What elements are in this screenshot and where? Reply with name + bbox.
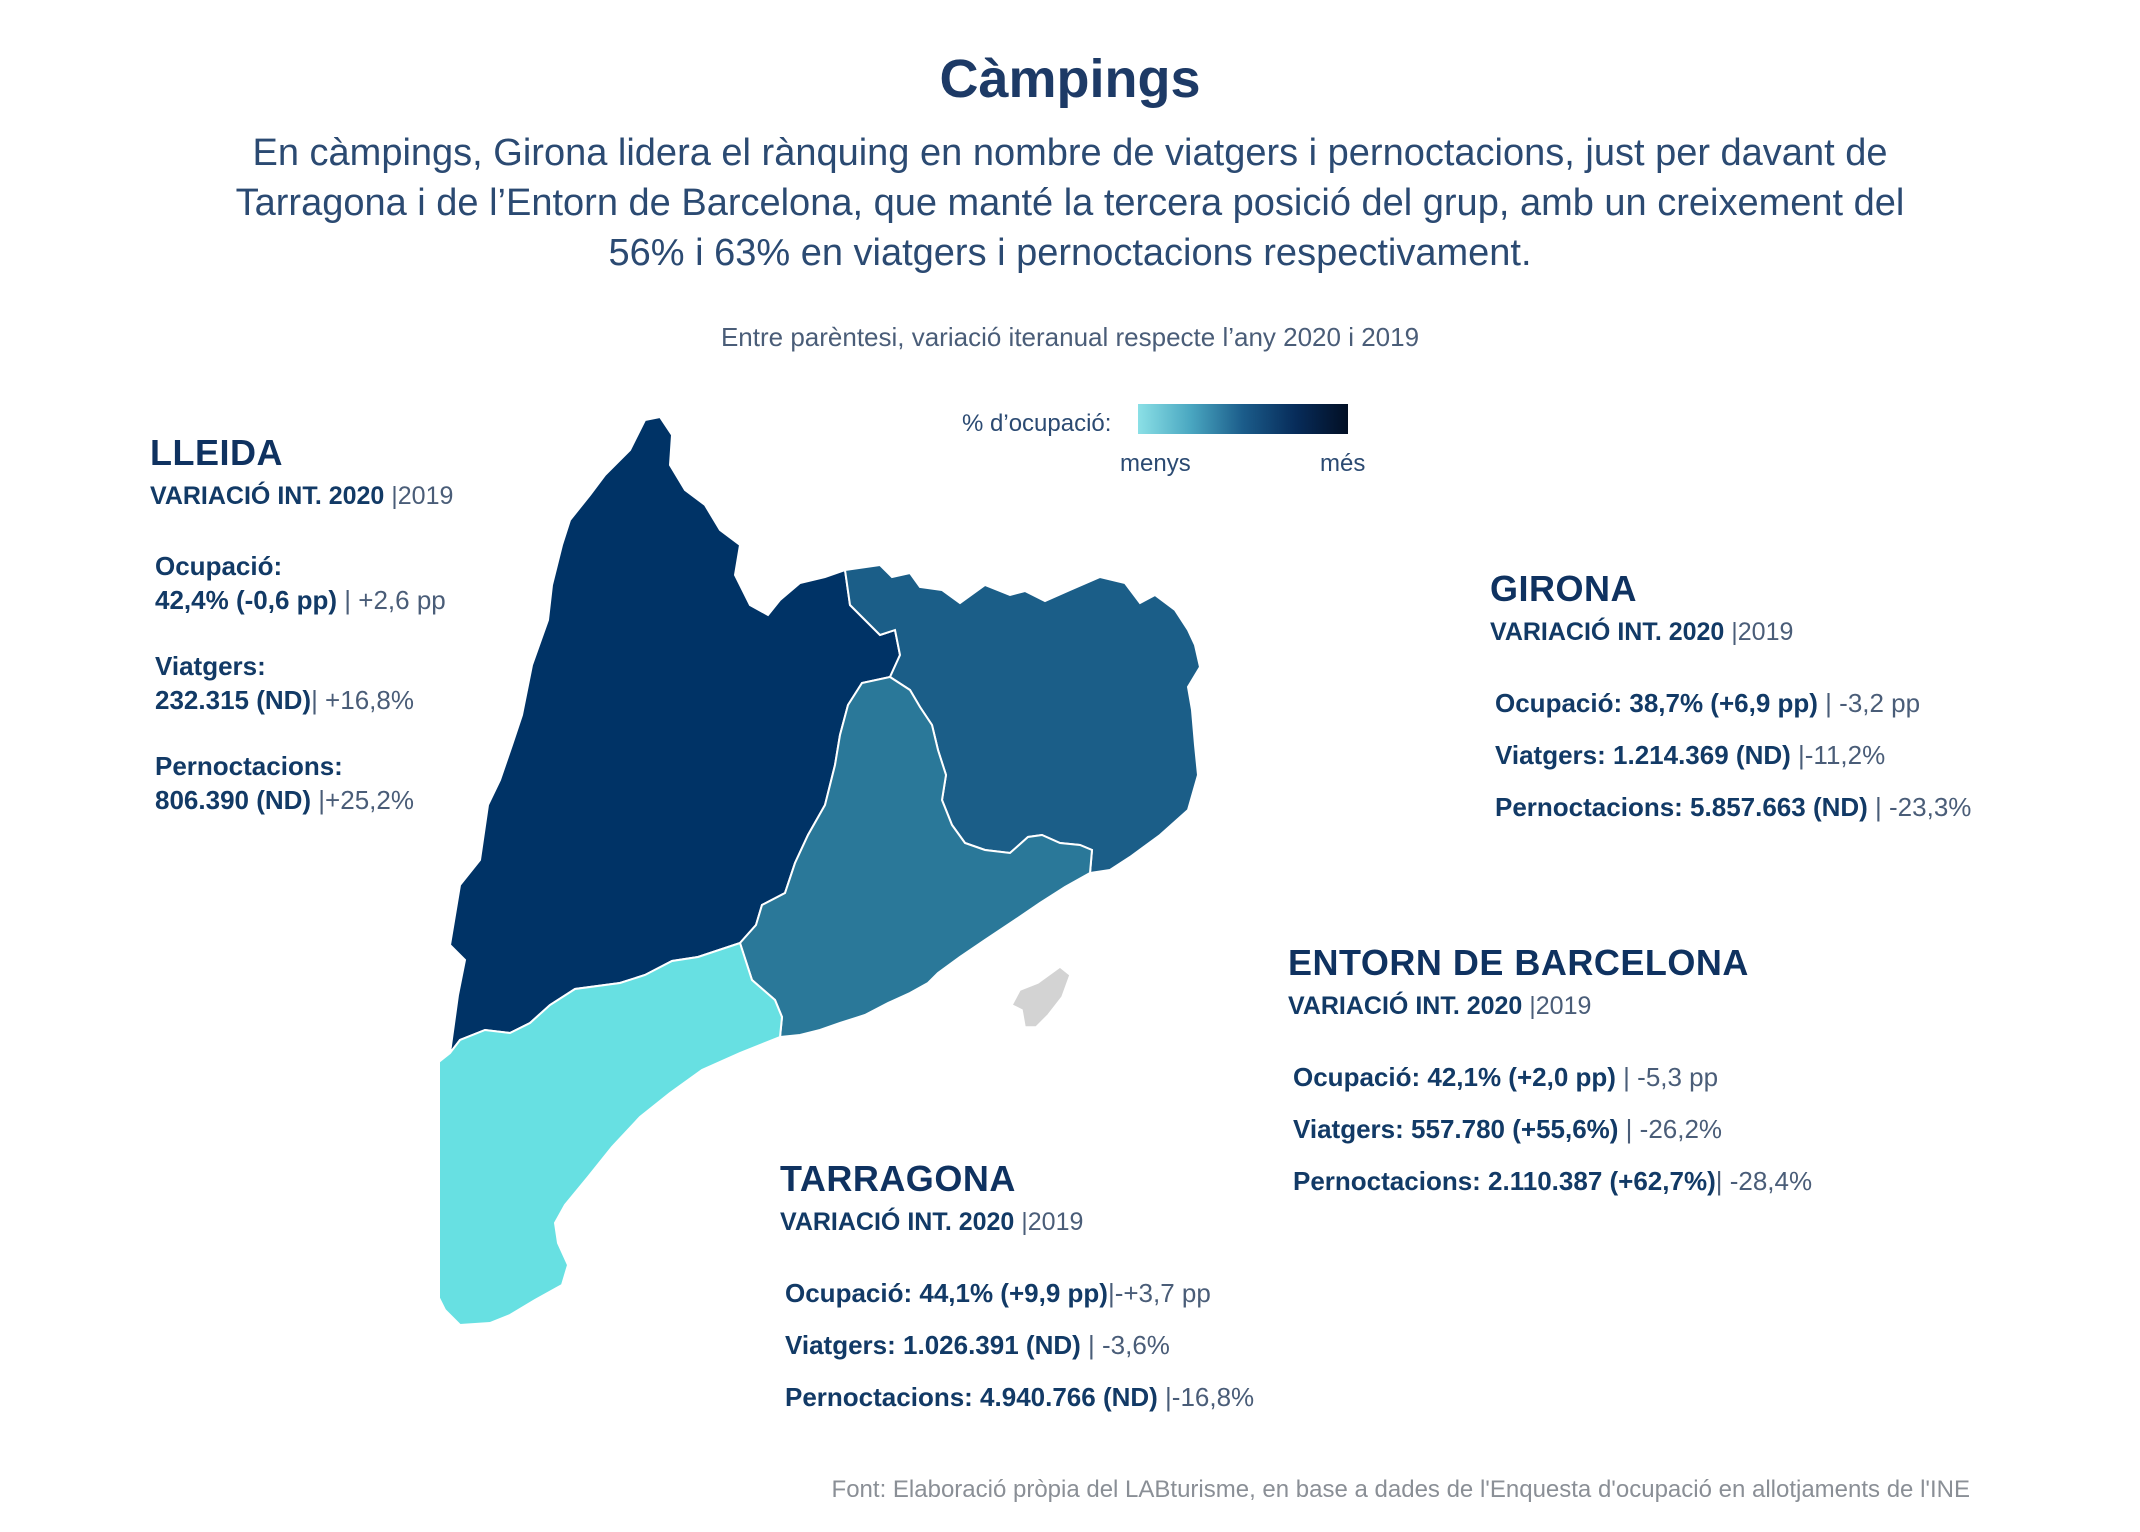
value-viatgers-tarragona: 1.026.391 (ND) <box>895 1330 1081 1360</box>
label-pernoct-girona: Pernoctacions: <box>1495 792 1683 822</box>
extra-ocupacio-lleida: | +2,6 pp <box>337 585 446 615</box>
variation-main-barcelona: VARIACIÓ INT. 2020 <box>1288 992 1523 1020</box>
variation-main-lleida: VARIACIÓ INT. 2020 <box>150 482 385 510</box>
value-ocupacio-tarragona: 44,1% (+9,9 pp) <box>912 1278 1108 1308</box>
variation-year-girona: |2019 <box>1731 618 1794 646</box>
region-name-lleida: LLEIDA <box>150 432 283 473</box>
page-title: Càmpings <box>939 49 1201 109</box>
panel-tarragona: TARRAGONA VARIACIÓ INT. 2020 |2019 Ocupa… <box>780 1158 1254 1423</box>
extra-ocupacio-tarragona: |-+3,7 pp <box>1107 1278 1211 1308</box>
label-viatgers-girona: Viatgers: <box>1495 740 1606 770</box>
catalonia-map <box>440 415 1202 1327</box>
legend-more-label: més <box>1320 450 1366 477</box>
variation-header-barcelona: VARIACIÓ INT. 2020 |2019 <box>1288 992 1812 1021</box>
legend-less-label: menys <box>1120 450 1191 477</box>
legend-label: % d’ocupació: <box>962 410 1112 437</box>
panel-girona: GIRONA VARIACIÓ INT. 2020 |2019 Ocupació… <box>1490 568 1971 833</box>
extra-pernoct-tarragona: |-16,8% <box>1157 1382 1255 1412</box>
panel-lleida: LLEIDA VARIACIÓ INT. 2020 |2019 Ocupació… <box>150 432 453 817</box>
variation-main-girona: VARIACIÓ INT. 2020 <box>1490 618 1725 646</box>
label-viatgers-tarragona: Viatgers: <box>785 1330 896 1360</box>
label-ocupacio-barcelona: Ocupació: <box>1293 1062 1421 1092</box>
variation-header-girona: VARIACIÓ INT. 2020 |2019 <box>1490 618 1971 647</box>
variation-header-lleida: VARIACIÓ INT. 2020 |2019 <box>150 482 453 511</box>
extra-pernoct-girona: | -23,3% <box>1867 792 1972 822</box>
region-name-tarragona: TARRAGONA <box>780 1158 1016 1199</box>
source-footer: Font: Elaboració pròpia del LABturisme, … <box>831 1476 1970 1503</box>
legend-gradient-bar <box>1138 404 1348 434</box>
extra-pernoct-barcelona: | -28,4% <box>1715 1166 1813 1196</box>
label-pernoct-lleida: Pernoctacions: <box>155 751 343 781</box>
region-tarragona[interactable] <box>440 941 784 1327</box>
variation-header-tarragona: VARIACIÓ INT. 2020 |2019 <box>780 1208 1254 1237</box>
extra-ocupacio-barcelona: | -5,3 pp <box>1615 1062 1719 1092</box>
label-ocupacio-girona: Ocupació: <box>1495 688 1623 718</box>
value-ocupacio-barcelona: 42,1% (+2,0 pp) <box>1420 1062 1616 1092</box>
value-ocupacio-lleida: 42,4% (-0,6 pp) <box>155 585 338 615</box>
region-name-girona: GIRONA <box>1490 568 1637 609</box>
extra-ocupacio-girona: | -3,2 pp <box>1817 688 1921 718</box>
region-barcelona-city[interactable] <box>1010 966 1071 1028</box>
value-pernoct-lleida: 806.390 (ND) <box>155 785 312 815</box>
variation-year-barcelona: |2019 <box>1529 992 1592 1020</box>
label-viatgers-barcelona: Viatgers: <box>1293 1114 1404 1144</box>
region-entorn-barcelona[interactable] <box>738 675 1094 1039</box>
variation-note: Entre parèntesi, variació iteranual resp… <box>720 322 1420 352</box>
extra-pernoct-lleida: |+25,2% <box>311 785 414 815</box>
extra-viatgers-barcelona: | -26,2% <box>1618 1114 1723 1144</box>
panel-entorn-barcelona: ENTORN DE BARCELONA VARIACIÓ INT. 2020 |… <box>1288 942 1812 1207</box>
value-pernoct-barcelona: 2.110.387 (+62,7%) <box>1480 1166 1716 1196</box>
variation-year-lleida: |2019 <box>391 482 454 510</box>
label-pernoct-tarragona: Pernoctacions: <box>785 1382 973 1412</box>
region-name-barcelona: ENTORN DE BARCELONA <box>1288 942 1749 983</box>
variation-main-tarragona: VARIACIÓ INT. 2020 <box>780 1208 1015 1236</box>
extra-viatgers-tarragona: | -3,6% <box>1080 1330 1170 1360</box>
page-subtitle: En càmpings, Girona lidera el rànquing e… <box>235 132 1905 274</box>
label-ocupacio-tarragona: Ocupació: <box>785 1278 913 1308</box>
value-viatgers-girona: 1.214.369 (ND) <box>1605 740 1791 770</box>
value-pernoct-tarragona: 4.940.766 (ND) <box>972 1382 1158 1412</box>
value-viatgers-lleida: 232.315 (ND) <box>155 685 312 715</box>
label-viatgers-lleida: Viatgers: <box>155 651 266 681</box>
variation-year-tarragona: |2019 <box>1021 1208 1084 1236</box>
extra-viatgers-lleida: | +16,8% <box>311 685 414 715</box>
value-viatgers-barcelona: 557.780 (+55,6%) <box>1403 1114 1619 1144</box>
label-ocupacio-lleida: Ocupació: <box>155 551 283 581</box>
value-ocupacio-girona: 38,7% (+6,9 pp) <box>1622 688 1818 718</box>
value-pernoct-girona: 5.857.663 (ND) <box>1682 792 1868 822</box>
extra-viatgers-girona: |-11,2% <box>1790 740 1886 770</box>
label-pernoct-barcelona: Pernoctacions: <box>1293 1166 1481 1196</box>
